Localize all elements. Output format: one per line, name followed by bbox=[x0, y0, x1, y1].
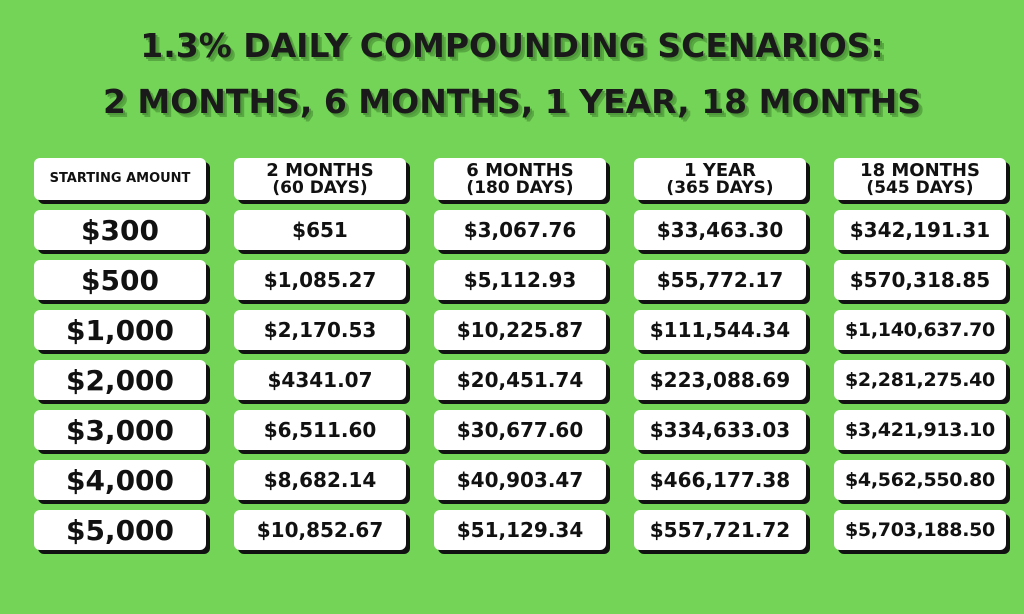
header-label: 1 YEAR bbox=[684, 159, 756, 181]
value-cell: $570,318.85 bbox=[834, 260, 1006, 300]
header-column-4: 18 MONTHS (545 DAYS) bbox=[834, 158, 1006, 200]
value-cell: $5,112.93 bbox=[434, 260, 606, 300]
value-cell: $111,544.34 bbox=[634, 310, 806, 350]
value-cell: $5,703,188.50 bbox=[834, 510, 1006, 550]
header-sublabel: (545 DAYS) bbox=[866, 177, 974, 198]
starting-amount-cell: $1,000 bbox=[34, 310, 206, 350]
value-cell: $6,511.60 bbox=[234, 410, 406, 450]
header-column-2: 6 MONTHS (180 DAYS) bbox=[434, 158, 606, 200]
chart-title-line-1: 1.3% DAILY COMPOUNDING SCENARIOS: bbox=[140, 26, 884, 65]
header-sublabel: (60 DAYS) bbox=[272, 177, 368, 198]
value-cell: $1,085.27 bbox=[234, 260, 406, 300]
value-cell: $557,721.72 bbox=[634, 510, 806, 550]
starting-amount-cell: $500 bbox=[34, 260, 206, 300]
value-cell: $3,067.76 bbox=[434, 210, 606, 250]
value-cell: $651 bbox=[234, 210, 406, 250]
value-cell: $10,852.67 bbox=[234, 510, 406, 550]
value-cell: $33,463.30 bbox=[634, 210, 806, 250]
value-cell: $4,562,550.80 bbox=[834, 460, 1006, 500]
value-cell: $55,772.17 bbox=[634, 260, 806, 300]
value-cell: $3,421,913.10 bbox=[834, 410, 1006, 450]
value-cell: $10,225.87 bbox=[434, 310, 606, 350]
header-label: 6 MONTHS bbox=[466, 159, 574, 181]
value-cell: $4341.07 bbox=[234, 360, 406, 400]
value-cell: $2,170.53 bbox=[234, 310, 406, 350]
value-cell: $342,191.31 bbox=[834, 210, 1006, 250]
starting-amount-cell: $300 bbox=[34, 210, 206, 250]
value-cell: $2,281,275.40 bbox=[834, 360, 1006, 400]
header-label: 2 MONTHS bbox=[266, 159, 374, 181]
starting-amount-cell: $4,000 bbox=[34, 460, 206, 500]
starting-amount-cell: $2,000 bbox=[34, 360, 206, 400]
header-column-1: 2 MONTHS (60 DAYS) bbox=[234, 158, 406, 200]
header-label: STARTING AMOUNT bbox=[49, 171, 191, 186]
header-starting-amount: STARTING AMOUNT bbox=[34, 158, 206, 200]
value-cell: $466,177.38 bbox=[634, 460, 806, 500]
header-sublabel: (180 DAYS) bbox=[466, 177, 574, 198]
header-label: 18 MONTHS bbox=[860, 159, 980, 181]
header-column-3: 1 YEAR (365 DAYS) bbox=[634, 158, 806, 200]
value-cell: $20,451.74 bbox=[434, 360, 606, 400]
chart-title-line-2: 2 MONTHS, 6 MONTHS, 1 YEAR, 18 MONTHS bbox=[102, 82, 922, 121]
starting-amount-cell: $3,000 bbox=[34, 410, 206, 450]
value-cell: $1,140,637.70 bbox=[834, 310, 1006, 350]
value-cell: $40,903.47 bbox=[434, 460, 606, 500]
header-sublabel: (365 DAYS) bbox=[666, 177, 774, 198]
starting-amount-cell: $5,000 bbox=[34, 510, 206, 550]
value-cell: $51,129.34 bbox=[434, 510, 606, 550]
value-cell: $223,088.69 bbox=[634, 360, 806, 400]
value-cell: $334,633.03 bbox=[634, 410, 806, 450]
value-cell: $8,682.14 bbox=[234, 460, 406, 500]
value-cell: $30,677.60 bbox=[434, 410, 606, 450]
